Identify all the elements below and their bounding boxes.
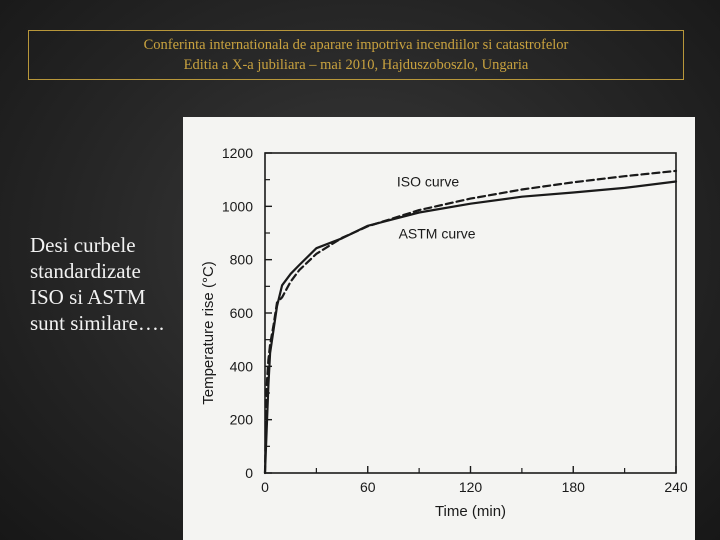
y-tick-label: 800 (230, 252, 254, 268)
series-line-iso (263, 169, 678, 475)
side-caption: Desi curbele standardizate ISO si ASTM s… (30, 232, 190, 336)
labels-layer: 0 200 400 600 800 1000 1200 0 60 120 180 240 Time (m… (200, 145, 688, 520)
chart-panel: 0 200 400 600 800 1000 1200 0 60 120 180 240 Time (m… (183, 117, 695, 540)
x-tick-label: 0 (261, 479, 269, 495)
conference-header: Conferinta internationala de aparare imp… (28, 30, 684, 80)
y-tick-label: 200 (230, 412, 254, 428)
x-tick-label: 240 (664, 479, 688, 495)
side-caption-line-2: standardizate (30, 259, 141, 283)
y-tick-label: 0 (245, 465, 253, 481)
x-tick-label: 120 (459, 479, 483, 495)
x-tick-label: 60 (360, 479, 376, 495)
series-line-astm (263, 180, 678, 475)
header-line-2: Editia a X-a jubiliara – mai 2010, Hajdu… (183, 57, 529, 73)
y-tick-label: 400 (230, 358, 254, 374)
x-axis-label: Time (min) (435, 503, 506, 520)
x-tick-label: 180 (562, 479, 586, 495)
axes-layer (264, 152, 677, 474)
astm-curve-label: ASTM curve (399, 225, 476, 241)
y-axis-label: Temperature rise (°C) (200, 261, 217, 405)
side-caption-line-1: Desi curbele (30, 233, 136, 257)
fire-curve-chart: 0 200 400 600 800 1000 1200 0 60 120 180 240 Time (m… (200, 145, 688, 520)
y-tick-label: 600 (230, 305, 254, 321)
header-line-1: Conferinta internationala de aparare imp… (143, 37, 569, 53)
y-tick-label: 1200 (222, 145, 253, 161)
y-tick-label: 1000 (222, 198, 253, 214)
side-caption-line-4: sunt similare…. (30, 311, 165, 335)
series-layer (263, 169, 678, 475)
iso-curve-label: ISO curve (397, 173, 459, 189)
side-caption-line-3: ISO si ASTM (30, 285, 146, 309)
plot-frame (264, 152, 677, 474)
